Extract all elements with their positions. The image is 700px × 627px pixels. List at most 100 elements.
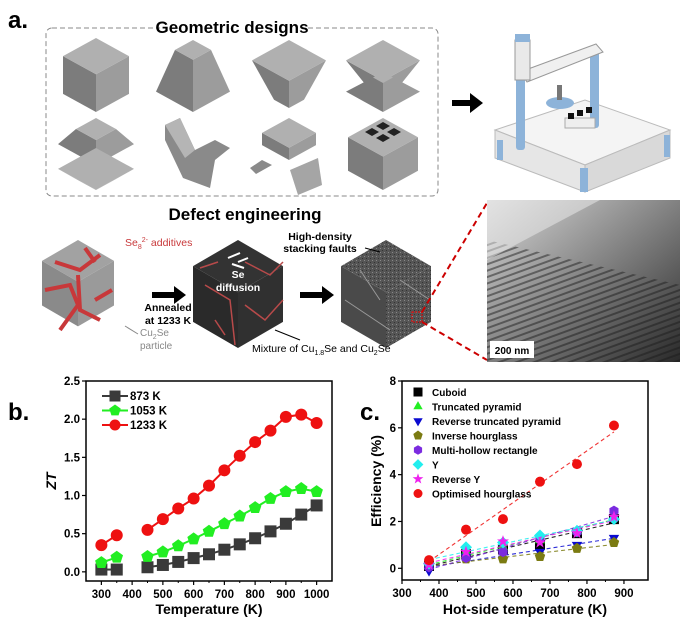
chart-c-xlabel: Hot-side temperature (K) — [443, 601, 607, 617]
series-873-k — [95, 499, 323, 576]
series-optimised-hourglass — [424, 420, 619, 566]
arrow-right-icon — [152, 286, 186, 304]
grain-boundary — [214, 319, 226, 336]
hollow — [376, 134, 390, 142]
data-point — [310, 485, 323, 498]
x-tick-label: 900 — [276, 589, 295, 601]
data-point — [233, 449, 246, 462]
defect-engineering-title: Defect engineering — [168, 205, 321, 224]
data-point — [202, 524, 216, 537]
chart-efficiency-vs-temperature: 300 400 500 600 700 800 900 0 2 4 6 8 Cuboid Truncate… — [390, 376, 649, 600]
se-diffusion-line2: diffusion — [216, 282, 260, 294]
reverse-y-leg — [290, 158, 322, 195]
legend-label: 1053 K — [130, 406, 168, 418]
legend-marker — [109, 404, 121, 416]
data-point — [187, 492, 200, 505]
data-point — [187, 552, 200, 565]
legend-marker — [109, 419, 121, 431]
hourglass-lower-left-face — [346, 77, 383, 112]
plot-frame — [401, 380, 649, 581]
data-point — [249, 436, 262, 449]
se-additive-label: Se82- additives — [125, 237, 192, 251]
data-point — [279, 485, 293, 498]
legend-marker — [109, 390, 121, 402]
x-tick-label: 400 — [123, 589, 142, 601]
inverse-hourglass-lower-right-face — [96, 168, 134, 190]
cu2se-cube-left — [42, 260, 78, 327]
data-point — [110, 550, 124, 563]
data-point — [218, 543, 231, 556]
x-tick-label: 800 — [246, 589, 265, 601]
series-multi-hollow-rectangle — [424, 505, 619, 573]
truncated-pyramid-top-face — [175, 40, 211, 60]
fit-line — [428, 522, 615, 567]
stacking-fault-cube-right — [386, 266, 431, 348]
reverse-truncated-pyramid-right-face — [289, 60, 326, 108]
legend-marker — [412, 459, 424, 470]
cu2se-particle-label-line2: particle — [140, 341, 173, 352]
data-point — [156, 513, 169, 526]
data-point — [497, 553, 509, 564]
data-point — [571, 542, 583, 553]
data-point — [279, 517, 292, 530]
data-point — [172, 555, 185, 568]
data-point — [264, 491, 277, 504]
se-additive-vein — [76, 274, 101, 322]
stacking-fault-cube-top — [341, 240, 431, 293]
series-1233-k — [95, 408, 323, 552]
data-point — [608, 537, 620, 547]
data-point — [571, 459, 582, 470]
data-point — [172, 502, 185, 515]
data-point — [571, 526, 583, 539]
fit-line — [428, 515, 615, 571]
legend-label: Reverse truncated pyramid — [432, 417, 561, 428]
hourglass-lower-right-face — [383, 77, 420, 112]
y-tick-label: 2 — [390, 516, 396, 528]
fit-line — [428, 537, 615, 568]
data-point — [534, 476, 545, 487]
hollow — [387, 128, 401, 136]
data-point — [218, 464, 231, 477]
stacking-faults-line1: High-density — [288, 231, 352, 243]
reverse-y-leg — [250, 160, 272, 174]
data-point — [141, 549, 154, 562]
geometric-designs-title: Geometric designs — [155, 18, 308, 37]
data-point — [187, 532, 200, 545]
data-point — [110, 529, 123, 542]
data-point — [533, 529, 546, 542]
pointer-line — [364, 247, 381, 253]
grain-boundary — [204, 284, 236, 346]
x-tick-label: 900 — [614, 588, 633, 600]
data-point — [248, 501, 262, 514]
hollow — [376, 122, 390, 130]
legend-label: Y — [432, 461, 439, 472]
x-tick-label: 700 — [215, 589, 234, 601]
annealed-label-line2: at 1233 K — [145, 315, 192, 327]
data-point — [294, 482, 308, 494]
data-point — [95, 556, 108, 569]
data-point — [295, 408, 308, 421]
se-additive-vein — [83, 246, 97, 264]
y-tick-label: 0.0 — [64, 567, 80, 579]
legend-label: Inverse hourglass — [432, 432, 518, 443]
x-tick-label: 400 — [429, 588, 448, 600]
annealed-cube-left — [193, 266, 238, 348]
scale-bar-box — [490, 341, 534, 358]
data-point — [95, 539, 108, 552]
data-point — [310, 416, 323, 429]
stacking-fault-lines — [344, 269, 431, 331]
x-tick-label: 700 — [540, 588, 559, 600]
legend-marker — [413, 418, 423, 427]
reverse-truncated-pyramid-top-face — [252, 40, 326, 81]
annealed-cube-right — [238, 266, 283, 348]
panel-label-b: b. — [8, 399, 29, 426]
inverse-hourglass-upper-top-face — [76, 118, 116, 140]
stacking-faults-line2: stacking faults — [283, 243, 357, 255]
pointer-line — [274, 329, 301, 341]
fit-line — [428, 520, 615, 564]
legend-label: 873 K — [130, 391, 161, 403]
data-point — [534, 536, 546, 548]
grain-boundary — [244, 299, 284, 322]
annealed-label-line1: Annealed — [144, 302, 191, 314]
